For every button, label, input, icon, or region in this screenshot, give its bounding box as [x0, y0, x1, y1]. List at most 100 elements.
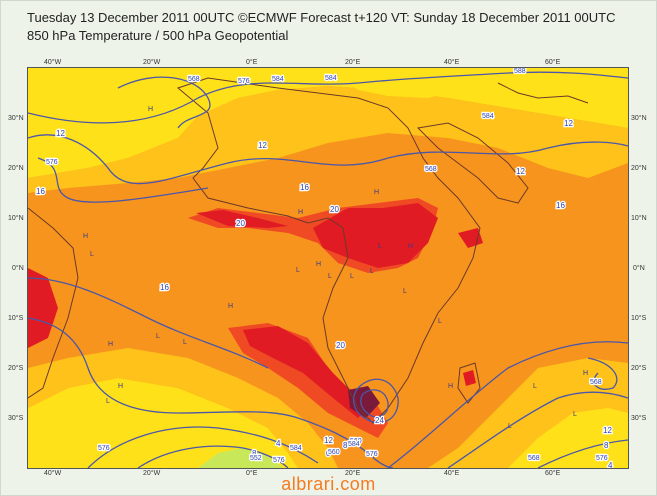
lat-tick-left: 10°N — [8, 215, 24, 222]
temperature-label: 20 — [330, 205, 339, 214]
lat-tick-left: 10°S — [8, 315, 24, 322]
temperature-label: 12 — [324, 436, 333, 445]
temperature-band-mild — [28, 86, 628, 193]
lat-tick-right: 20°S — [631, 365, 647, 372]
pressure-center-label: H — [83, 233, 88, 240]
geopotential-label: 576 — [366, 451, 378, 458]
pressure-center-label: H — [408, 243, 413, 250]
pressure-center-label: L — [183, 339, 187, 346]
lat-tick-right: 20°N — [631, 165, 647, 172]
geopotential-label: 584 — [290, 445, 302, 452]
pressure-center-label: L — [573, 411, 577, 418]
temperature-label: 12 — [258, 141, 267, 150]
geopotential-label: 584 — [348, 441, 360, 448]
pressure-center-label: H — [316, 261, 321, 268]
coastlines — [28, 77, 589, 424]
pressure-center-label: L — [350, 273, 354, 280]
geopotential-label: 568 — [188, 76, 200, 83]
lon-tick-bottom: 20°E — [345, 470, 361, 477]
temperature-label: 8 — [343, 441, 348, 450]
pressure-center-label: L — [328, 273, 332, 280]
temperature-band-mild-sw — [28, 348, 338, 468]
geopotential-label: 560 — [350, 438, 362, 445]
geopotential-contours — [28, 71, 628, 468]
lat-tick-right: 10°S — [631, 315, 647, 322]
temperature-band-very-hot-south — [243, 326, 368, 418]
lon-tick-bottom: 60°E — [545, 470, 561, 477]
lon-tick-top: 60°E — [545, 59, 561, 66]
lon-tick-top: 20°W — [143, 59, 161, 66]
lon-tick-bottom: 20°W — [143, 470, 161, 477]
pressure-center-label: L — [296, 267, 300, 274]
temperature-label: 20 — [336, 341, 345, 350]
temperature-band-cool — [28, 68, 628, 178]
pressure-center-label: L — [156, 333, 160, 340]
temperature-band-cool-ne — [328, 68, 468, 98]
temperature-label: 12 — [564, 119, 573, 128]
temperature-label: 16 — [36, 187, 45, 196]
geopotential-label: 584 — [272, 76, 284, 83]
pressure-center-label: L — [533, 383, 537, 390]
temperature-band-cool-sw — [28, 378, 298, 468]
geopotential-label: 552 — [250, 455, 262, 462]
temperature-label: 0 — [326, 449, 331, 458]
lat-tick-left: 20°N — [8, 165, 24, 172]
geopotential-label: 588 — [514, 68, 526, 75]
lon-tick-top: 40°W — [44, 59, 62, 66]
pressure-center-label: L — [378, 243, 382, 250]
lat-tick-left: 30°N — [8, 115, 24, 122]
temperature-label: 16 — [556, 201, 565, 210]
temperature-band-hot-madagascar — [463, 370, 476, 386]
temperature-label: 12 — [516, 167, 525, 176]
lon-tick-top: 0°E — [246, 59, 258, 66]
temperature-label: 16 — [160, 283, 169, 292]
lat-tick-left: 20°S — [8, 365, 24, 372]
temperature-label: 4 — [608, 461, 613, 468]
pressure-center-label: H — [583, 370, 588, 377]
pressure-center-label: H — [374, 189, 379, 196]
weather-map[interactable]: 12121212161616162020202412848128408 5685… — [27, 67, 629, 469]
pressure-center-label: L — [370, 268, 374, 275]
watermark: albrari.com — [281, 474, 376, 494]
temperature-label: 16 — [300, 183, 309, 192]
temperature-band-very-hot-central — [313, 203, 438, 268]
forecast-title: Tuesday 13 December 2011 00UTC ©ECMWF Fo… — [27, 10, 616, 25]
temperature-label: 8 — [252, 449, 257, 458]
forecast-subtitle: 850 hPa Temperature / 500 hPa Geopotenti… — [27, 28, 289, 43]
geopotential-label: 584 — [482, 113, 494, 120]
lat-tick-left: 30°S — [8, 415, 24, 422]
pressure-center-label: H — [448, 383, 453, 390]
lat-tick-right: 10°N — [631, 215, 647, 222]
geopotential-label: 560 — [328, 449, 340, 456]
lat-tick-right: 30°N — [631, 115, 647, 122]
lat-tick-right: 30°S — [631, 415, 647, 422]
temperature-band-cool-se — [508, 408, 628, 468]
pressure-center-label: H — [148, 106, 153, 113]
weather-map-canvas: 12121212161616162020202412848128408 5685… — [28, 68, 628, 468]
pressure-center-label: L — [403, 288, 407, 295]
geopotential-labels: 568 576 584 5845885845685765685765605525845… — [45, 68, 609, 465]
temperature-label: 20 — [236, 219, 245, 228]
lat-tick-right: 0°N — [633, 265, 645, 272]
pressure-center-label: L — [90, 251, 94, 258]
pressure-center-label: H — [228, 303, 233, 310]
temperature-label: 12 — [56, 129, 65, 138]
lon-tick-top: 20°E — [345, 59, 361, 66]
lon-tick-bottom: 40°W — [44, 470, 62, 477]
geopotential-label: 584 — [325, 75, 337, 82]
geopotential-label: 576 — [46, 159, 58, 166]
lon-tick-top: 40°E — [444, 59, 460, 66]
temperature-label: 4 — [276, 439, 281, 448]
temperature-label: 24 — [375, 416, 384, 425]
geopotential-label: 568 — [425, 166, 437, 173]
temperature-labels: 12121212161616162020202412848128408 — [35, 118, 628, 468]
geopotential-label: 576 — [98, 445, 110, 452]
temperature-band-hot-west — [28, 268, 58, 348]
pressure-center-label: H — [118, 383, 123, 390]
geopotential-label: 576 — [238, 78, 250, 85]
pressure-center-label: L — [508, 423, 512, 430]
geopotential-label: 568 — [590, 379, 602, 386]
lon-tick-bottom: 40°E — [444, 470, 460, 477]
temperature-band-very-hot-sahel — [196, 210, 288, 228]
lon-tick-bottom: 0°E — [246, 470, 258, 477]
